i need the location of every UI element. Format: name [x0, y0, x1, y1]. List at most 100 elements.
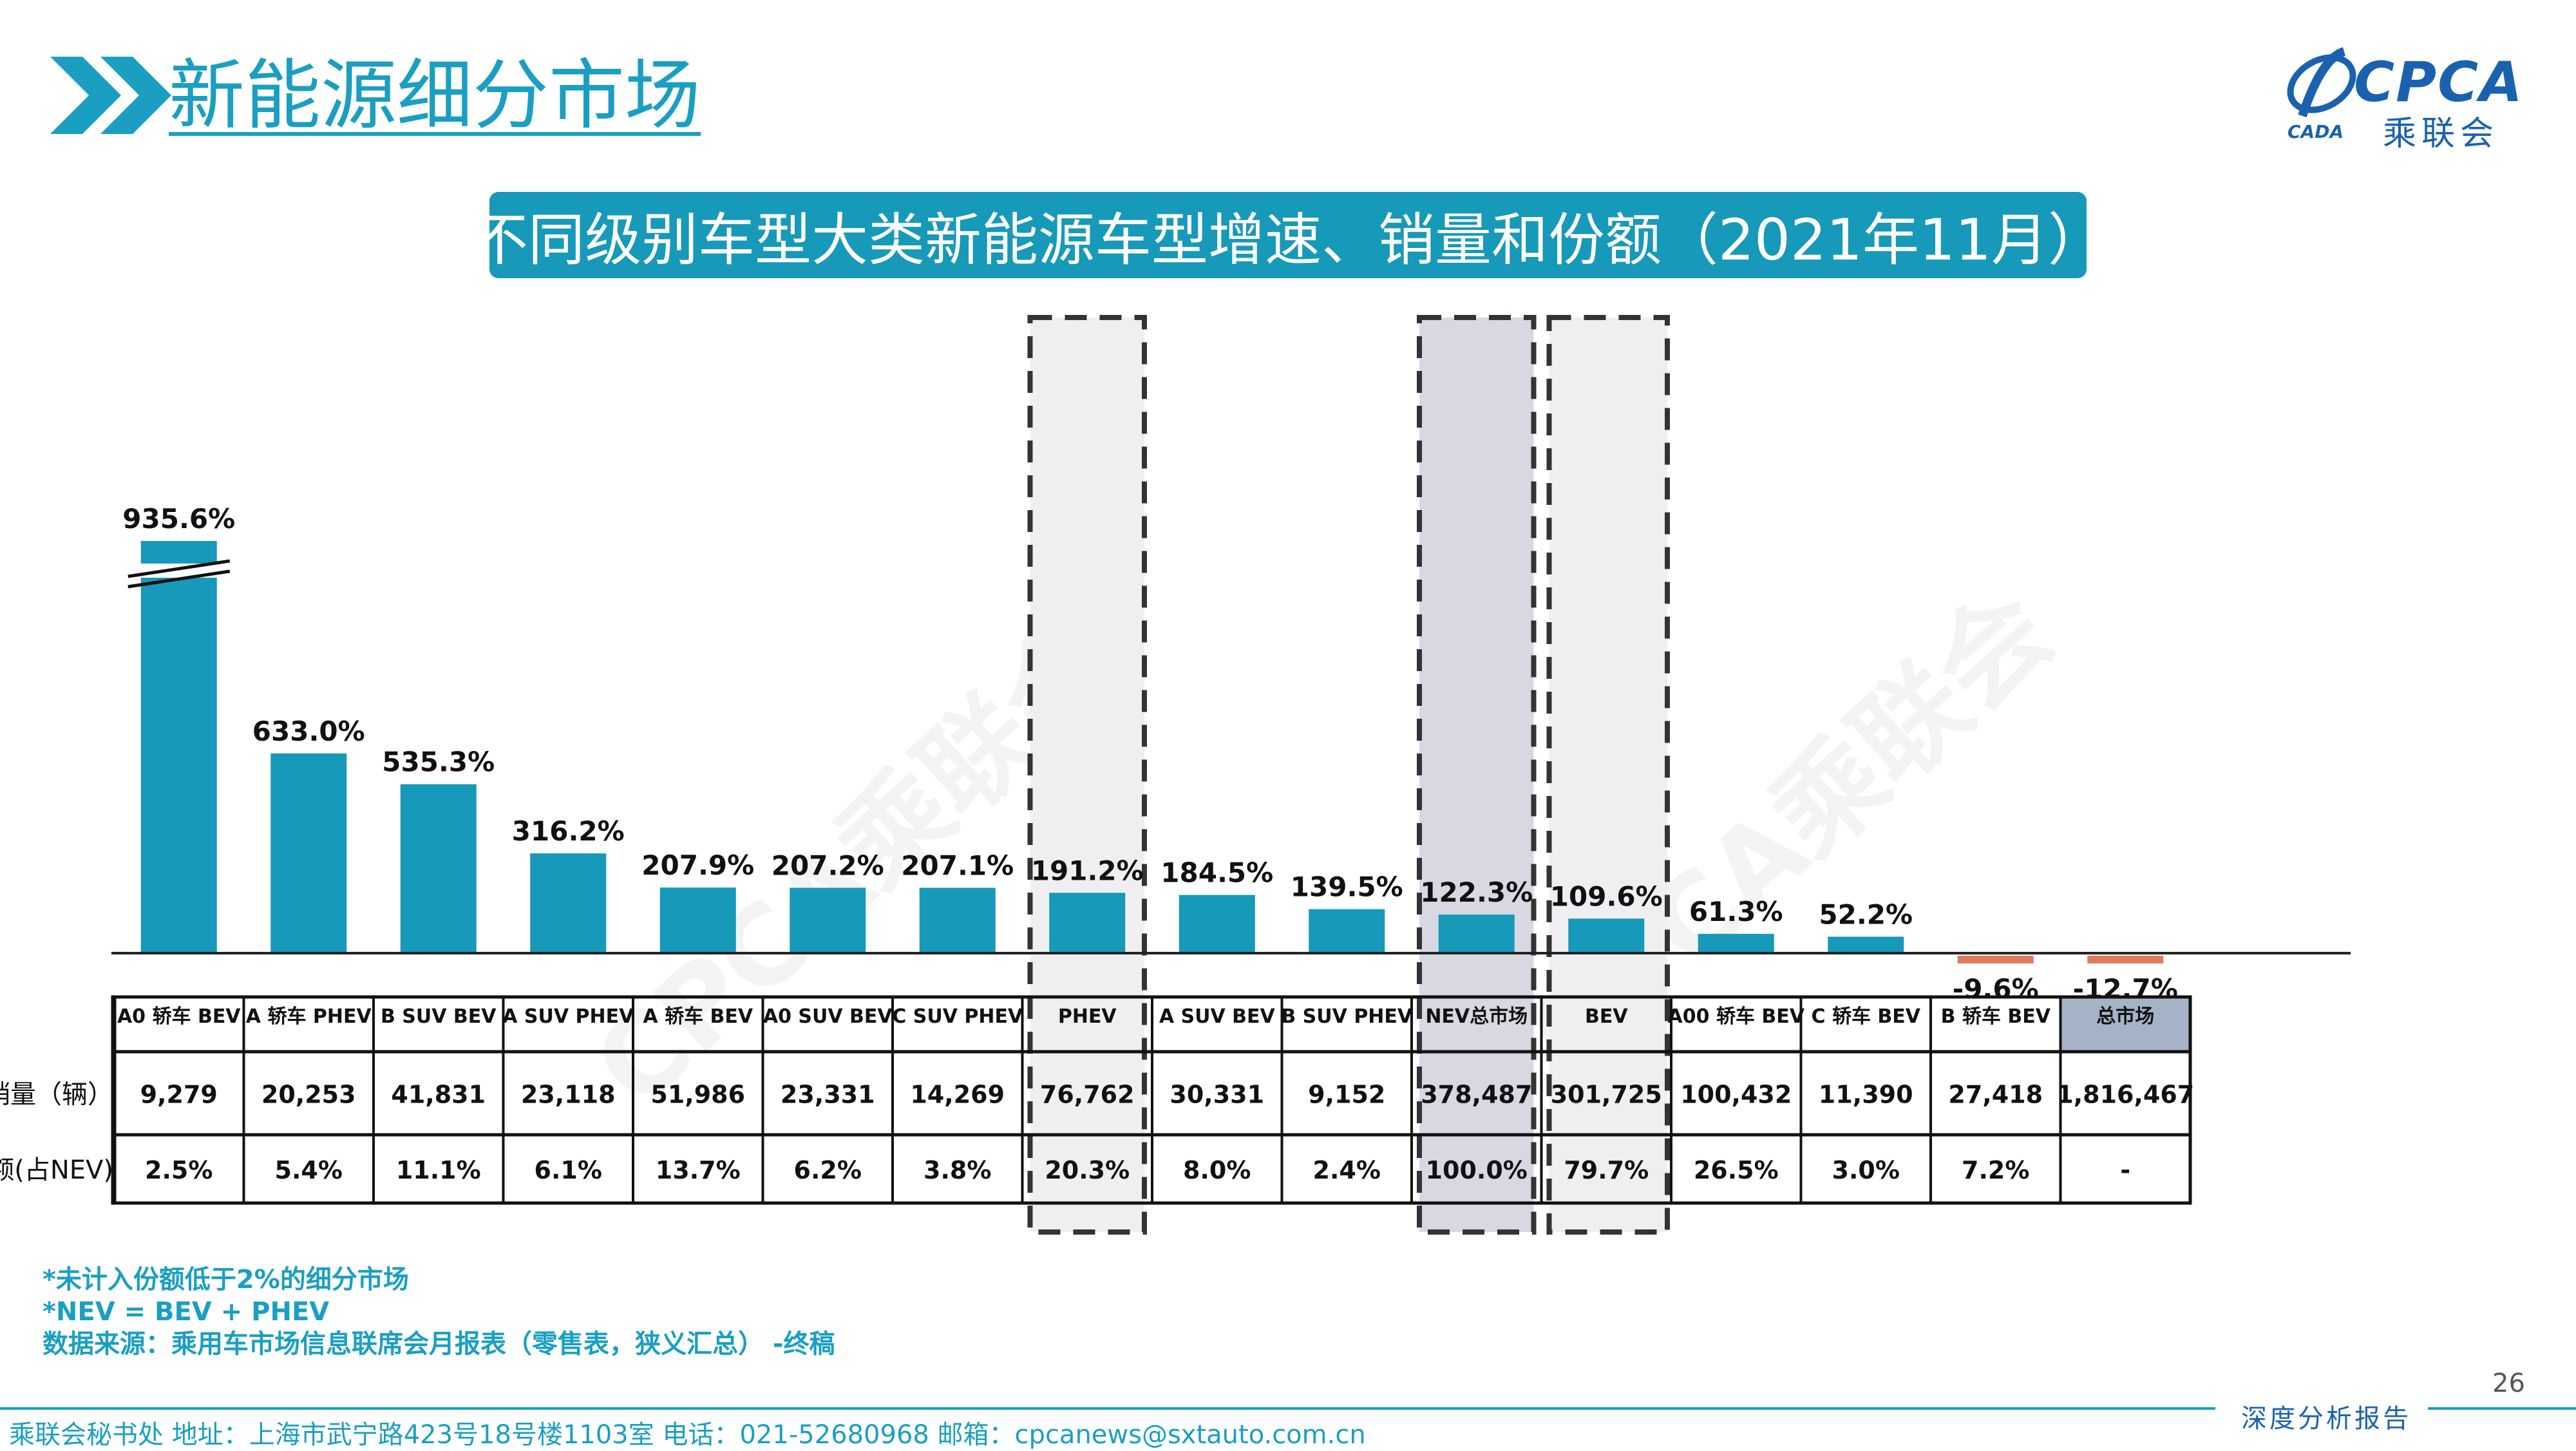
- table-cell: 3.8%: [923, 1156, 991, 1184]
- bar: [659, 887, 736, 953]
- value-labels: 935.6% 633.0% 535.3% 316.2% 207.9% 207.2% 207.…: [122, 503, 2178, 1005]
- table-cell: 11.1%: [396, 1156, 481, 1184]
- highlight-box: [1546, 315, 1670, 1235]
- bar: [1309, 909, 1385, 953]
- bars: [111, 541, 2351, 963]
- table-header-cell: A0 轿车 BEV: [117, 1005, 241, 1028]
- bar: [140, 541, 217, 953]
- table-header-cell: A SUV PHEV: [502, 1005, 634, 1028]
- table-cell: 2.5%: [145, 1156, 213, 1184]
- table-header-cell: A00 轿车 BEV: [1668, 1005, 1805, 1028]
- table-cell: 9,279: [140, 1081, 218, 1109]
- data-label: 109.6%: [1550, 880, 1663, 912]
- data-label: 191.2%: [1031, 855, 1144, 886]
- table-cell: 26.5%: [1694, 1156, 1779, 1184]
- note-line: *NEV = BEV + PHEV: [43, 1297, 330, 1327]
- data-label: 207.9%: [641, 849, 754, 881]
- table-cell: 9,152: [1308, 1081, 1385, 1109]
- table-cell: 76,762: [1040, 1081, 1135, 1109]
- note-line: *未计入份额低于2%的细分市场: [43, 1265, 409, 1295]
- page-number: 26: [2492, 1369, 2525, 1398]
- table-cell: -: [2120, 1156, 2130, 1184]
- logo-cn: 乘联会: [2383, 115, 2499, 153]
- table-cell: 14,269: [910, 1081, 1005, 1109]
- table-cell: 11,390: [1819, 1081, 1913, 1109]
- bar: [1049, 893, 1126, 953]
- table-header-cell: B SUV BEV: [381, 1005, 497, 1028]
- data-label: -9.6%: [1953, 973, 2039, 1005]
- table-cell: 3.0%: [1832, 1156, 1900, 1184]
- highlight-box: [1027, 315, 1147, 1235]
- table-cell: 6.2%: [794, 1156, 862, 1184]
- table-cell: 2.4%: [1313, 1156, 1381, 1184]
- table-header-cell: BEV: [1585, 1005, 1628, 1028]
- data-label: 316.2%: [512, 815, 625, 847]
- highlight-boxes: [1027, 315, 1670, 1235]
- table-header-cell: B 轿车 BEV: [1941, 1005, 2051, 1028]
- cpca-logo: [2283, 45, 2360, 131]
- table-cell: 27,418: [1948, 1081, 2043, 1109]
- data-table: A0 轿车 BEV A 轿车 PHEV B SUV BEV A SUV PHEV A 轿…: [0, 995, 2194, 1205]
- data-label: 61.3%: [1689, 896, 1783, 927]
- page-title: 新能源细分市场: [169, 51, 701, 140]
- table-cell: 6.1%: [535, 1156, 602, 1184]
- bar: [530, 853, 607, 953]
- table-header-cell: C SUV PHEV: [892, 1005, 1023, 1028]
- table-cell: 20,253: [261, 1081, 356, 1109]
- table-cell: 79.7%: [1564, 1156, 1649, 1184]
- footer-report-label: 深度分析报告: [2241, 1404, 2411, 1434]
- logo-text: CPCA: [2354, 50, 2524, 115]
- table-row-label: 份额(占NEV): [0, 1155, 113, 1185]
- table-cell: 100.0%: [1426, 1156, 1528, 1184]
- bar: [2087, 956, 2164, 963]
- data-label: 52.2%: [1819, 898, 1913, 930]
- bar: [400, 784, 477, 953]
- table-header-cell: A 轿车 PHEV: [246, 1005, 372, 1028]
- data-label: 122.3%: [1420, 877, 1533, 908]
- bar: [1179, 895, 1255, 953]
- table-cell: 41,831: [391, 1081, 486, 1109]
- footer-divider: [0, 1407, 2215, 1410]
- table-header-cell: NEV总市场: [1425, 1005, 1528, 1028]
- table-cell: 51,986: [650, 1081, 745, 1109]
- bar: [919, 887, 996, 953]
- total-market-cell: [2060, 997, 2190, 1052]
- chart-title-banner: 不同级别车型大类新能源车型增速、销量和份额（2021年11月）: [471, 192, 2105, 278]
- table-header-cell: PHEV: [1058, 1005, 1117, 1028]
- table-cell: 30,331: [1170, 1081, 1264, 1109]
- logo-small: CADA: [2287, 121, 2344, 142]
- bar: [1957, 956, 2034, 963]
- bar: [1828, 936, 1904, 953]
- bar: [1698, 933, 1774, 953]
- bar: [270, 753, 347, 953]
- data-label: 207.1%: [901, 850, 1014, 882]
- footer-contact: 乘联会秘书处 地址：上海市武宁路423号18号楼1103室 电话：021-526…: [9, 1420, 1366, 1450]
- table-cell: 7.2%: [1962, 1156, 2029, 1184]
- table-row-label: 销量（辆）: [0, 1080, 113, 1110]
- table-cell: 20.3%: [1045, 1156, 1130, 1184]
- table-cell: 301,725: [1551, 1081, 1662, 1109]
- table-header-cell: 总市场: [2096, 1005, 2154, 1028]
- data-label: 139.5%: [1291, 871, 1403, 903]
- axis-break-mark: [128, 559, 231, 578]
- footer-divider: [2428, 1407, 2576, 1410]
- axis-break-mark: [128, 569, 231, 589]
- table-cell: 8.0%: [1183, 1156, 1251, 1184]
- footnotes: *未计入份额低于2%的细分市场 *NEV = BEV + PHEV 数据来源：乘…: [43, 1264, 835, 1360]
- table-cell: 378,487: [1421, 1081, 1532, 1109]
- logo-swirl-icon: [2287, 47, 2356, 118]
- data-label: 184.5%: [1160, 857, 1273, 889]
- highlight-box: [1417, 315, 1537, 1235]
- bar: [1438, 915, 1515, 953]
- data-label: 633.0%: [252, 716, 365, 747]
- table-cell: 23,331: [781, 1081, 875, 1109]
- table-header-cell: B SUV PHEV: [1281, 1005, 1413, 1028]
- table-cell: 23,118: [521, 1081, 616, 1109]
- table-header-cell: A0 SUV BEV: [763, 1005, 893, 1028]
- note-line: 数据来源：乘用车市场信息联席会月报表（零售表，狭义汇总） -终稿: [43, 1329, 835, 1359]
- data-label: 935.6%: [122, 503, 235, 535]
- table-cell: 1,816,467: [2056, 1081, 2194, 1109]
- table-cell: 13.7%: [656, 1156, 741, 1184]
- chevron-arrows-icon: [50, 57, 171, 134]
